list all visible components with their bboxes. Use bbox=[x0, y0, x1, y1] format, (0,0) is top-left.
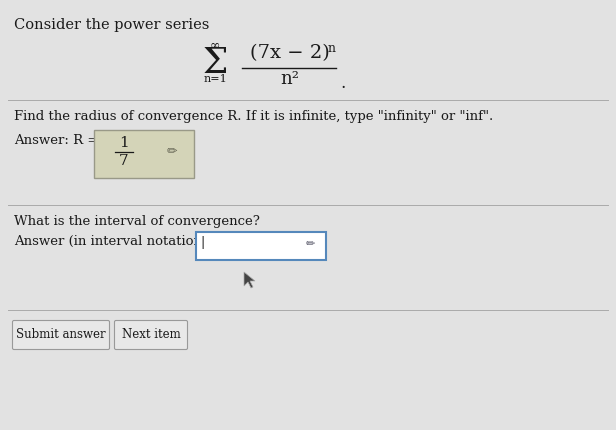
Text: n: n bbox=[328, 42, 336, 55]
Text: n=1: n=1 bbox=[203, 74, 227, 84]
Text: Answer (in interval notation):: Answer (in interval notation): bbox=[14, 235, 212, 248]
FancyBboxPatch shape bbox=[12, 320, 110, 350]
Text: ✏: ✏ bbox=[167, 145, 177, 159]
Text: Σ: Σ bbox=[202, 46, 228, 80]
Text: Answer: R =: Answer: R = bbox=[14, 134, 99, 147]
Text: 7: 7 bbox=[119, 154, 129, 168]
Text: What is the interval of convergence?: What is the interval of convergence? bbox=[14, 215, 260, 228]
Text: Submit answer: Submit answer bbox=[16, 329, 106, 341]
Text: ✏: ✏ bbox=[306, 239, 315, 249]
Text: 1: 1 bbox=[119, 136, 129, 150]
Text: Consider the power series: Consider the power series bbox=[14, 18, 209, 32]
Text: (7x − 2): (7x − 2) bbox=[250, 44, 330, 62]
Bar bbox=[94, 130, 194, 178]
Text: Find the radius of convergence R. If it is infinite, type "infinity" or "inf".: Find the radius of convergence R. If it … bbox=[14, 110, 493, 123]
Text: ∞: ∞ bbox=[210, 38, 220, 51]
Text: n²: n² bbox=[280, 70, 299, 88]
Text: .: . bbox=[340, 75, 345, 92]
Bar bbox=[196, 232, 326, 260]
Polygon shape bbox=[244, 272, 255, 288]
FancyBboxPatch shape bbox=[115, 320, 187, 350]
Text: |: | bbox=[200, 236, 205, 249]
Text: Next item: Next item bbox=[121, 329, 180, 341]
